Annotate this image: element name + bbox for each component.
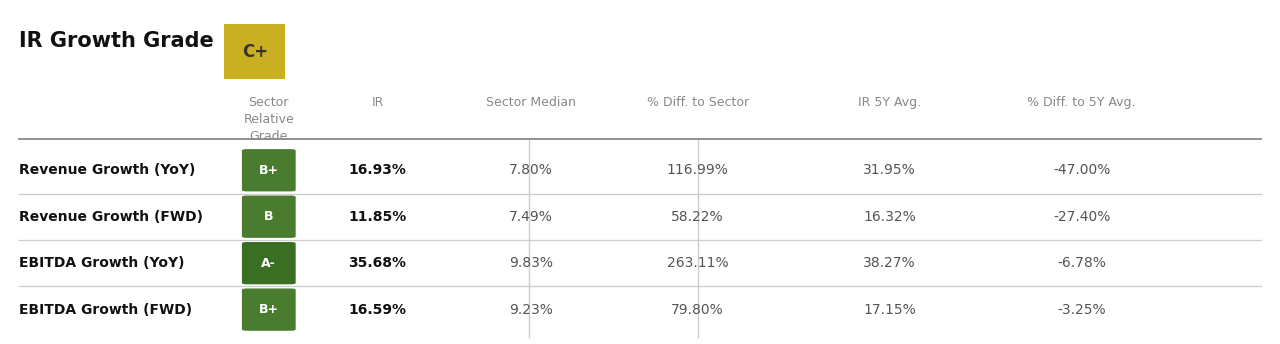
Text: Revenue Growth (FWD): Revenue Growth (FWD) (19, 210, 204, 224)
Text: -3.25%: -3.25% (1057, 303, 1106, 316)
FancyBboxPatch shape (242, 242, 296, 284)
Text: B+: B+ (259, 164, 279, 177)
Text: -27.40%: -27.40% (1053, 210, 1110, 224)
Text: EBITDA Growth (YoY): EBITDA Growth (YoY) (19, 256, 184, 270)
Text: 31.95%: 31.95% (863, 163, 916, 177)
FancyBboxPatch shape (242, 149, 296, 191)
Text: 7.49%: 7.49% (509, 210, 553, 224)
Text: Sector
Relative
Grade: Sector Relative Grade (243, 96, 294, 143)
Text: 16.32%: 16.32% (863, 210, 916, 224)
Text: A-: A- (261, 257, 276, 270)
Text: B: B (264, 210, 274, 223)
Text: IR: IR (371, 96, 384, 109)
Text: 16.93%: 16.93% (348, 163, 407, 177)
Text: Sector Median: Sector Median (486, 96, 576, 109)
FancyBboxPatch shape (224, 24, 285, 79)
Text: -47.00%: -47.00% (1053, 163, 1110, 177)
Text: 79.80%: 79.80% (671, 303, 724, 316)
Text: 9.83%: 9.83% (509, 256, 553, 270)
Text: 263.11%: 263.11% (667, 256, 728, 270)
Text: 116.99%: 116.99% (667, 163, 728, 177)
Text: 7.80%: 7.80% (509, 163, 553, 177)
Text: 58.22%: 58.22% (671, 210, 724, 224)
Text: 38.27%: 38.27% (863, 256, 916, 270)
Text: % Diff. to Sector: % Diff. to Sector (646, 96, 749, 109)
Text: IR Growth Grade: IR Growth Grade (19, 31, 214, 51)
Text: EBITDA Growth (FWD): EBITDA Growth (FWD) (19, 303, 192, 316)
Text: C+: C+ (242, 43, 268, 61)
Text: B+: B+ (259, 303, 279, 316)
Text: 17.15%: 17.15% (863, 303, 916, 316)
Text: 11.85%: 11.85% (348, 210, 407, 224)
Text: 16.59%: 16.59% (348, 303, 407, 316)
Text: % Diff. to 5Y Avg.: % Diff. to 5Y Avg. (1028, 96, 1135, 109)
FancyBboxPatch shape (242, 195, 296, 238)
Text: Revenue Growth (YoY): Revenue Growth (YoY) (19, 163, 196, 177)
Text: IR 5Y Avg.: IR 5Y Avg. (858, 96, 922, 109)
FancyBboxPatch shape (242, 288, 296, 331)
Text: -6.78%: -6.78% (1057, 256, 1106, 270)
Text: 9.23%: 9.23% (509, 303, 553, 316)
Text: 35.68%: 35.68% (348, 256, 407, 270)
